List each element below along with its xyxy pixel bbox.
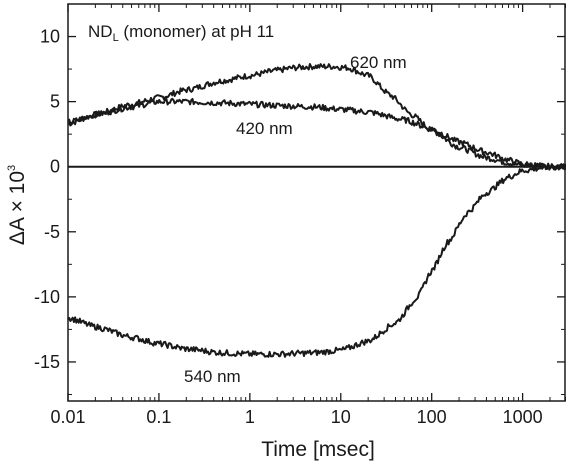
- x-tick-label: 0.1: [146, 407, 171, 427]
- y-tick-label: -5: [44, 222, 60, 242]
- y-tick-label: -15: [34, 352, 60, 372]
- series-layer: [67, 63, 566, 358]
- y-tick-label: 0: [50, 157, 60, 177]
- x-tick-label: 1: [245, 407, 255, 427]
- series-label: 420 nm: [236, 119, 293, 138]
- series-line: [67, 163, 566, 358]
- x-tick-label: 100: [417, 407, 447, 427]
- x-tick-label: 10: [331, 407, 351, 427]
- series-line: [67, 63, 566, 171]
- y-tick-label: 5: [50, 92, 60, 112]
- x-tick-label: 0.01: [50, 407, 85, 427]
- y-axis-title: ΔA × 103: [6, 165, 29, 245]
- text-layer: NDL (monomer) at pH 11 Time [msec] ΔA × …: [6, 22, 407, 461]
- axes-layer: 0.01 0.1 1 10 100 1000 10 5 0 -5 -10 -15: [34, 3, 566, 427]
- y-tick-label: -10: [34, 287, 60, 307]
- series-line: [67, 97, 566, 171]
- plot-frame: [67, 3, 566, 402]
- series-label: 540 nm: [184, 367, 241, 386]
- y-tick-label: 10: [40, 27, 60, 47]
- x-tick-label: 1000: [503, 407, 543, 427]
- chart-annotation: NDL (monomer) at pH 11: [88, 22, 274, 44]
- series-label: 620 nm: [350, 53, 407, 72]
- x-axis-title: Time [msec]: [261, 438, 375, 461]
